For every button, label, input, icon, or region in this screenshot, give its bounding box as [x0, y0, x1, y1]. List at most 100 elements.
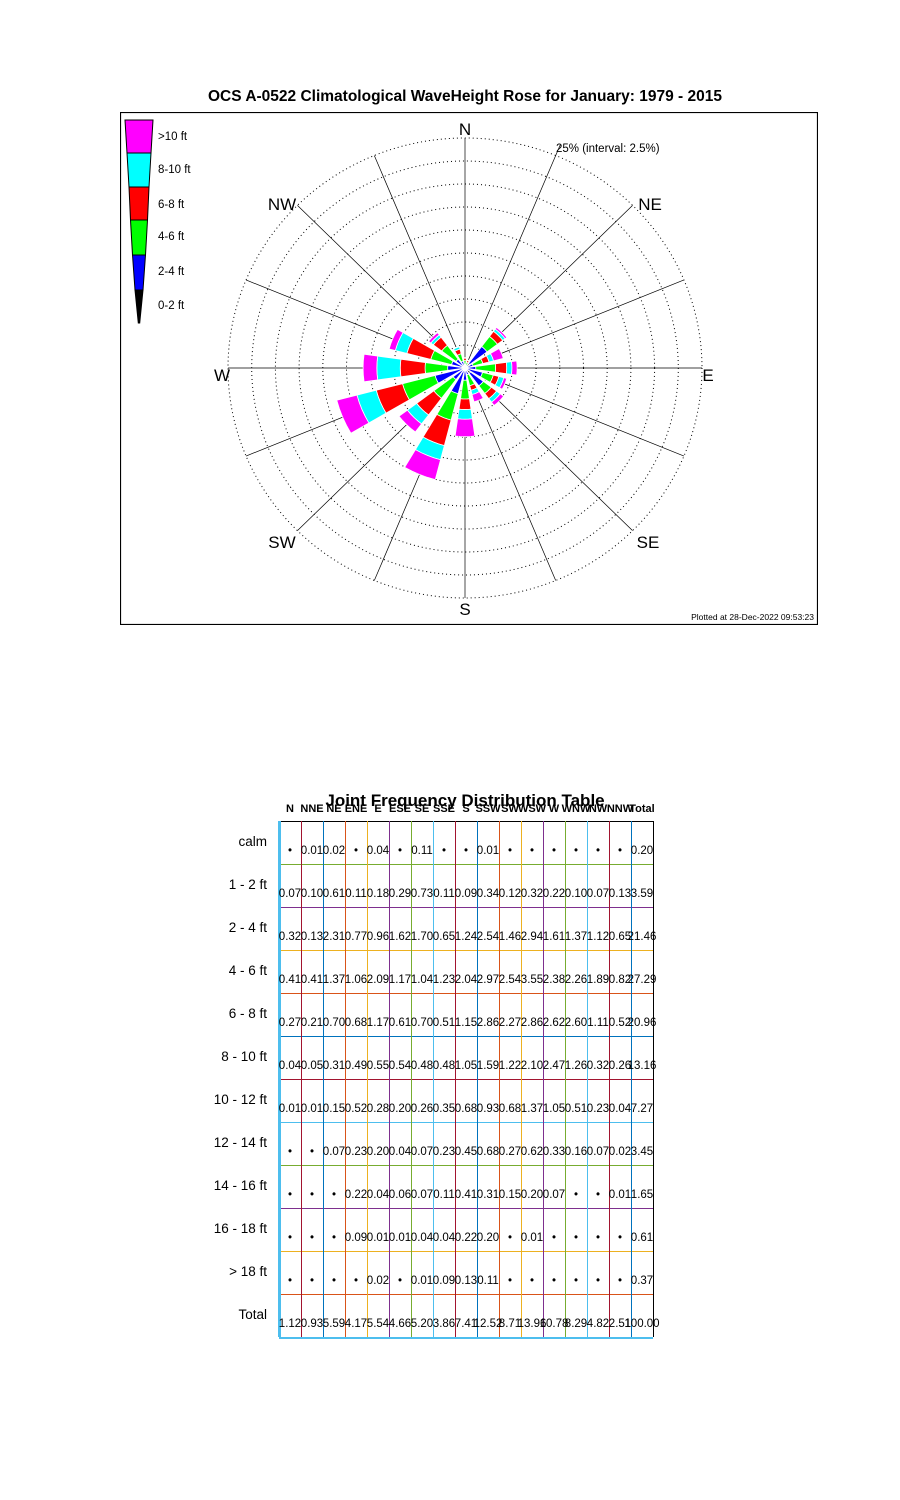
table-cell: 5.54 [366, 1318, 390, 1330]
table-cell: 2.60 [564, 1017, 588, 1029]
compass-label-se: SE [636, 533, 660, 552]
table-cell: • [573, 845, 579, 857]
table-cell: 12.52 [473, 1318, 503, 1330]
table-cell: 0.11 [345, 888, 367, 900]
table-cell: 1.05 [454, 1060, 478, 1072]
table-cell: 1.59 [476, 1060, 500, 1072]
wave-rose-chart [120, 112, 818, 625]
table-cell: 1.22 [498, 1060, 522, 1072]
table-grid-line-h [279, 1251, 653, 1252]
table-cell: 1.17 [388, 974, 412, 986]
table-cell: 0.26 [608, 1060, 632, 1072]
table-cell: 1.23 [432, 974, 456, 986]
table-cell: 1.46 [498, 931, 522, 943]
table-cell: 0.09 [432, 1275, 456, 1287]
table-col-header: WSW [517, 803, 547, 815]
table-cell: • [331, 1232, 337, 1244]
table-cell: 1.04 [410, 974, 434, 986]
table-cell: 0.41 [278, 974, 302, 986]
table-grid-line-v [367, 821, 368, 1337]
table-grid-line-h [279, 907, 653, 908]
table-cell: 10.78 [539, 1318, 569, 1330]
table-cell: 0.09 [454, 888, 478, 900]
table-grid-line-v [301, 821, 302, 1337]
table-cell: 0.22 [344, 1189, 368, 1201]
table-cell: 2.97 [476, 974, 500, 986]
table-row-label: 14 - 16 ft [213, 1177, 267, 1193]
table-cell: 2.54 [498, 974, 522, 986]
table-cell: 0.01 [278, 1103, 302, 1115]
table-cell: 0.29 [388, 888, 412, 900]
plotted-timestamp: Plotted at 28-Dec-2022 09:53:23 [691, 612, 814, 622]
table-grid-line-v [653, 821, 654, 1337]
table-cell: 2.86 [476, 1017, 500, 1029]
table-cell: • [463, 845, 469, 857]
table-cell: 0.33 [542, 1146, 566, 1158]
table-cell: 0.61 [630, 1232, 654, 1244]
table-cell: 0.16 [564, 1146, 588, 1158]
table-grid-line-v [499, 821, 500, 1337]
table-grid-line-v [477, 821, 478, 1337]
table-cell: 0.31 [322, 1060, 346, 1072]
table-cell: • [595, 1232, 601, 1244]
rose-segment [511, 360, 518, 376]
table-cell: 0.23 [586, 1103, 610, 1115]
table-cell: 0.62 [520, 1146, 544, 1158]
table-cell: 3.55 [520, 974, 544, 986]
table-cell: 0.11 [477, 1275, 499, 1287]
radial-axis-label: 25% (interval: 2.5%) [556, 143, 660, 155]
table-cell: 0.52 [608, 1017, 632, 1029]
table-cell: 0.70 [410, 1017, 434, 1029]
table-cell: 1.17 [366, 1017, 390, 1029]
table-cell: 0.11 [433, 1189, 455, 1201]
table-cell: • [309, 1275, 315, 1287]
table-cell: 100.00 [624, 1318, 660, 1330]
table-grid-line-v [278, 821, 281, 1337]
table-col-header: ESE [388, 803, 412, 815]
table-cell: 0.52 [344, 1103, 368, 1115]
table-col-header: SW [501, 803, 519, 815]
table-cell: • [309, 1232, 315, 1244]
table-cell: 0.68 [498, 1103, 522, 1115]
table-cell: 0.04 [410, 1232, 434, 1244]
rose-segment [404, 449, 442, 481]
table-cell: 0.93 [300, 1318, 324, 1330]
table-cell: • [397, 845, 403, 857]
table-cell: 0.04 [432, 1232, 456, 1244]
table-cell: • [551, 845, 557, 857]
table-cell: 1.37 [520, 1103, 544, 1115]
table-col-header: Total [629, 803, 655, 815]
polar-grid-spoke [464, 144, 561, 369]
table-cell: 0.20 [366, 1146, 390, 1158]
table-cell: 0.73 [410, 888, 434, 900]
table-cell: 0.07 [322, 1146, 346, 1158]
table-cell: 0.02 [366, 1275, 390, 1287]
table-cell: 0.13 [454, 1275, 478, 1287]
table-cell: 0.48 [410, 1060, 434, 1072]
table-col-header: NW [588, 803, 608, 815]
table-cell: 2.94 [520, 931, 544, 943]
table-cell: 0.07 [542, 1189, 566, 1201]
table-col-header: WNW [561, 803, 591, 815]
table-cell: 2.47 [542, 1060, 566, 1072]
table-grid-line-v [323, 821, 324, 1337]
legend-swatch [134, 289, 144, 324]
table-cell: 1.62 [388, 931, 412, 943]
table-cell: 1.65 [630, 1189, 654, 1201]
table-cell: 0.54 [388, 1060, 412, 1072]
table-grid-line-h [279, 950, 653, 951]
rose-chart-title: OCS A-0522 Climatological WaveHeight Ros… [208, 88, 722, 105]
table-cell: 0.04 [388, 1146, 412, 1158]
table-cell: 0.01 [388, 1232, 412, 1244]
table-cell: 0.51 [564, 1103, 588, 1115]
table-col-header: E [374, 803, 382, 815]
table-cell: • [573, 1189, 579, 1201]
table-cell: • [309, 1146, 315, 1158]
table-cell: 2.10 [520, 1060, 544, 1072]
table-cell: 1.24 [454, 931, 478, 943]
table-col-header: SE [414, 803, 430, 815]
table-cell: 2.26 [564, 974, 588, 986]
table-col-header: S [462, 803, 470, 815]
panel-border [120, 112, 818, 625]
